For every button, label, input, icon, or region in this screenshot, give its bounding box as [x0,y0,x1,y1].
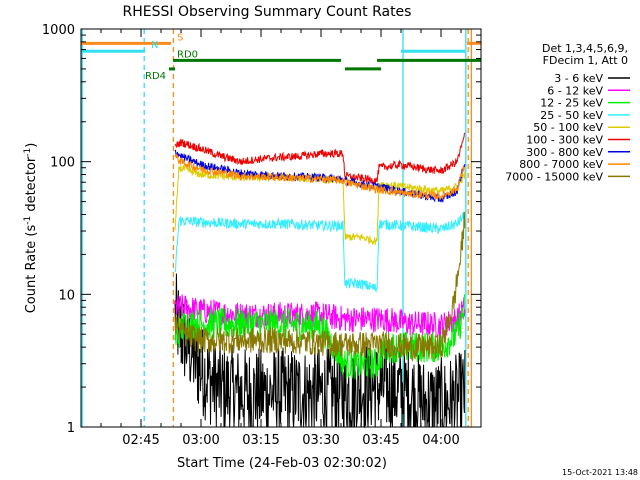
y-tick-label: 100 [50,156,75,171]
flag-label: RD4 [145,71,166,82]
legend-entry-label: 25 - 50 keV [540,109,603,122]
legend-entry-label: 300 - 800 keV [526,146,603,159]
y-axis-label-end: ) [24,143,39,148]
series-trace [174,211,466,363]
legend-header-line-2: FDecim 1, Att 0 [543,54,628,67]
x-tick-label: 03:00 [182,433,219,448]
y-axis-label-sup2: -1 [23,148,33,157]
y-tick-label: 1000 [42,23,75,38]
generation-timestamp: 15-Oct-2021 13:48 [562,468,638,477]
x-tick-label: 03:30 [302,433,339,448]
x-tick-label: 04:00 [422,433,459,448]
legend-header-line-1: Det 1,3,4,5,6,9, [542,42,628,55]
legend-entry-label: 800 - 7000 keV [519,158,603,171]
y-axis-label-main: Count Rate (s [24,225,39,314]
flag-label: RD0 [177,49,198,60]
legend-entry-label: 100 - 300 keV [526,134,603,147]
x-tick-label: 02:45 [122,433,159,448]
x-axis-label: Start Time (24-Feb-03 02:30:02) [177,456,387,471]
x-axis: 02:45 03:00 03:15 03:30 03:45 04:00 [100,29,462,448]
legend-entry-label: 6 - 12 keV [547,84,603,97]
x-tick-label: 03:15 [242,433,279,448]
legend-entry-label: 50 - 100 keV [533,121,603,134]
plot-area: S N RD0 RD4 [81,29,481,429]
y-tick-label: 1 [67,421,75,436]
y-axis-label: Count Rate (s-1 detector-1) [23,143,39,314]
series-trace [174,153,465,201]
y-axis-label-mid: detector [24,156,39,216]
x-tick-label: 03:45 [362,433,399,448]
legend-entry-label: 12 - 25 keV [540,97,603,110]
legend: Det 1,3,4,5,6,9, FDecim 1, Att 0 3 - 6 k… [505,42,630,183]
y-tick-label: 10 [58,288,75,303]
flag-label: N [151,40,158,51]
series-trace [174,132,466,185]
series-trace [175,211,466,294]
legend-entry-label: 3 - 6 keV [554,72,603,85]
y-axis: 1 10 100 1000 [42,23,481,436]
series-trace [174,273,466,429]
chart-title: RHESSI Observing Summary Count Rates [123,4,412,20]
flag-label: S [177,32,183,43]
legend-entry-label: 7000 - 15000 keV [505,170,603,183]
y-axis-label-sup1: -1 [23,216,33,225]
